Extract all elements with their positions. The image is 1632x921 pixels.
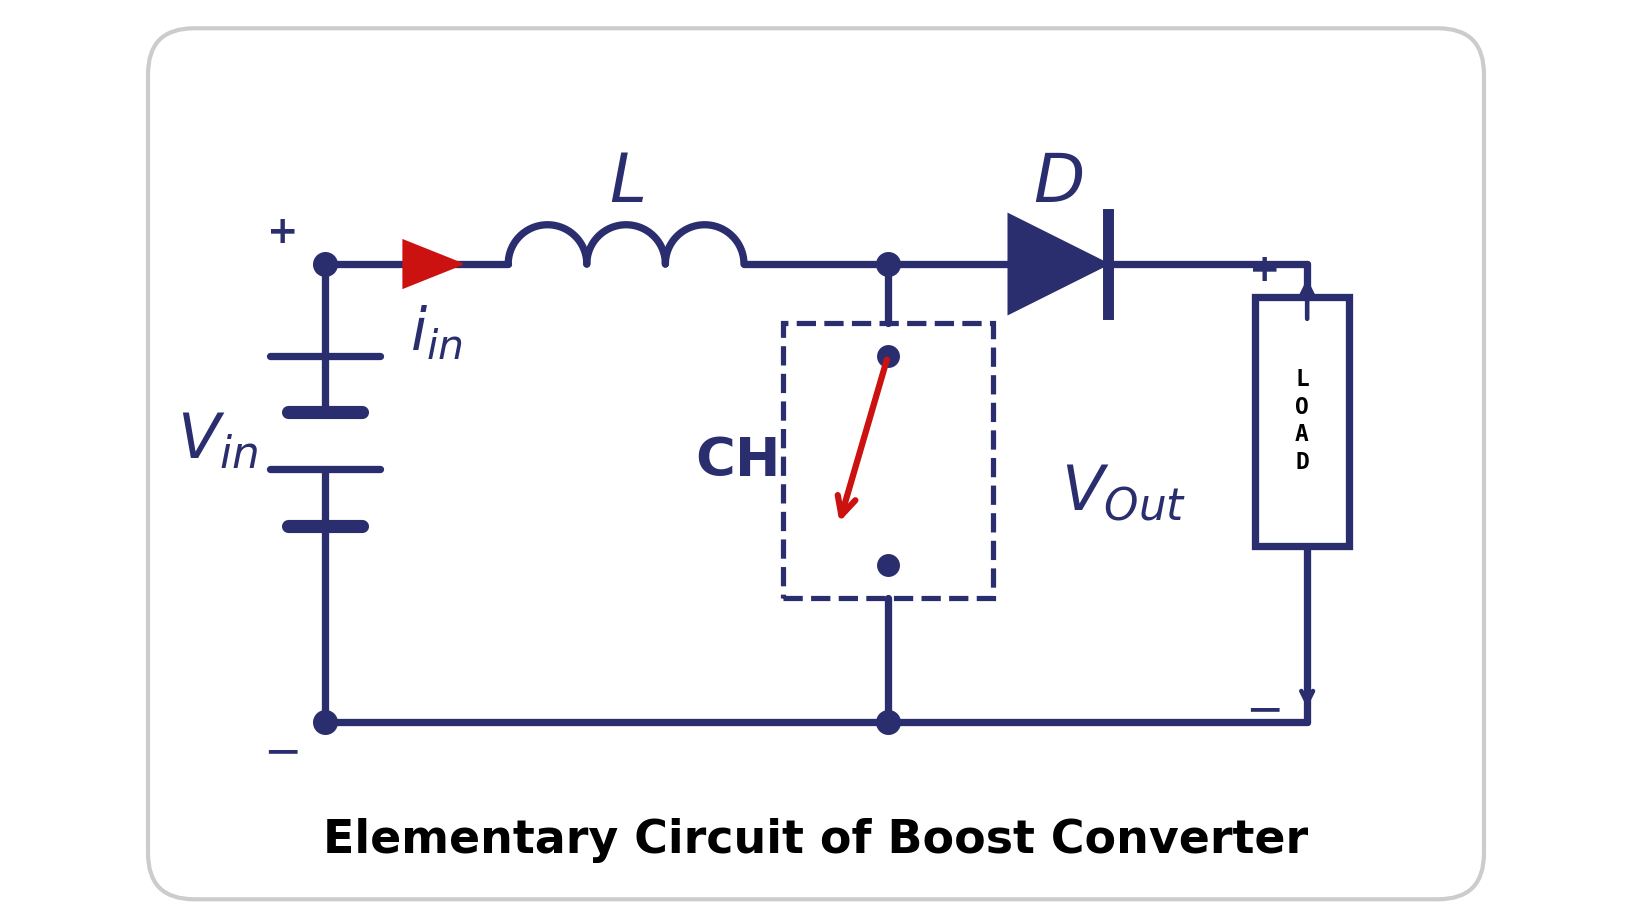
Text: $-$: $-$: [263, 729, 299, 774]
Text: $\mathbf{CH}$: $\mathbf{CH}$: [695, 435, 777, 486]
Text: $i_{in}$: $i_{in}$: [410, 303, 462, 361]
FancyBboxPatch shape: [149, 29, 1483, 899]
Text: Elementary Circuit of Boost Converter: Elementary Circuit of Boost Converter: [323, 818, 1309, 863]
Polygon shape: [403, 240, 462, 287]
Text: $\mathit{D}$: $\mathit{D}$: [1033, 150, 1084, 216]
Bar: [783, 323, 992, 598]
Text: $V_{Out}$: $V_{Out}$: [1061, 463, 1186, 523]
Text: $\mathit{L}$: $\mathit{L}$: [609, 150, 643, 216]
Text: +: +: [1250, 252, 1281, 288]
Text: $V_{in}$: $V_{in}$: [176, 411, 258, 471]
Text: +: +: [268, 215, 299, 251]
Polygon shape: [1009, 215, 1108, 314]
Text: L
O
A
D: L O A D: [1296, 368, 1309, 474]
Bar: [1255, 297, 1350, 545]
Text: $-$: $-$: [1245, 687, 1281, 732]
